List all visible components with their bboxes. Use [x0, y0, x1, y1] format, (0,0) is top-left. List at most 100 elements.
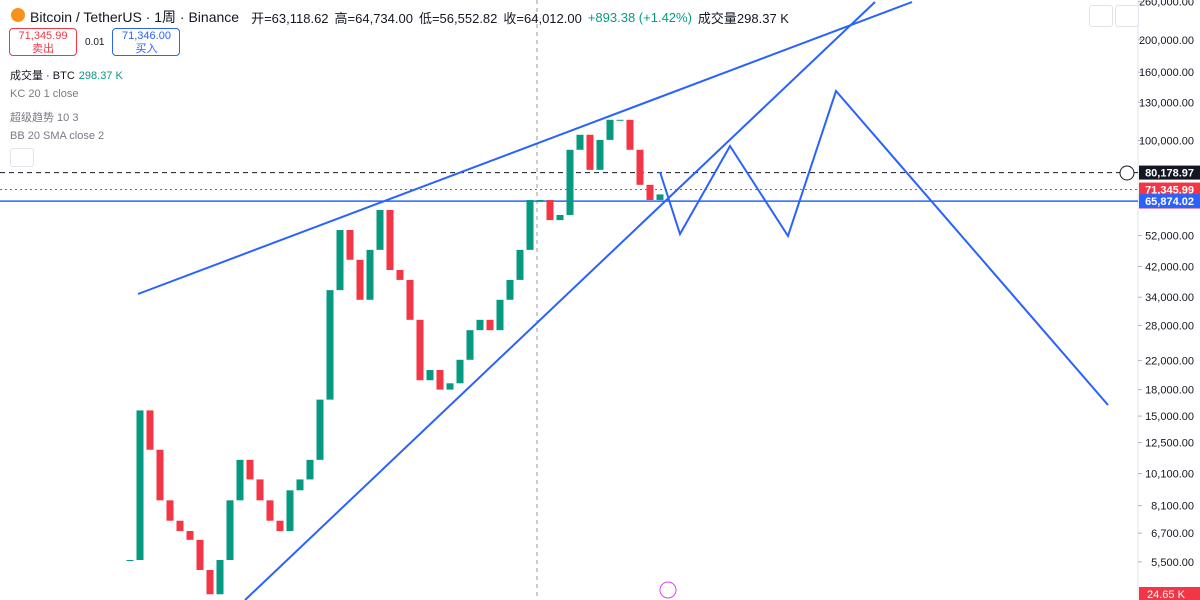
candle	[426, 370, 434, 381]
add-button[interactable]	[1119, 165, 1135, 181]
buy-label: 买入	[135, 43, 158, 55]
indicator[interactable]: 成交量 · BTC 298.37 K	[10, 67, 123, 83]
candle	[466, 330, 474, 360]
buy-button[interactable]: 71,346.00 买入	[112, 28, 181, 56]
candle	[496, 299, 504, 331]
y-tick-label: 10,100.00	[1145, 469, 1194, 481]
drawings	[137, 1, 1109, 600]
candle	[226, 500, 234, 561]
sell-price: 71,345.99	[18, 30, 68, 42]
high: 高=64,734.00	[334, 10, 413, 26]
candle	[416, 319, 424, 381]
lightning-icon[interactable]	[659, 581, 677, 599]
candle	[166, 500, 174, 521]
candle	[346, 230, 354, 260]
candle	[406, 279, 414, 320]
y-tick-label: 15,000.00	[1145, 411, 1194, 423]
indicator[interactable]: BB 20 SMA close 2	[10, 130, 104, 142]
candle	[476, 319, 484, 331]
candle	[136, 410, 144, 561]
candle	[436, 370, 444, 390]
price-tag-label: 65,874.02	[1145, 196, 1194, 208]
y-tick-label: 100,000.00	[1139, 135, 1194, 147]
low: 低=56,552.82	[418, 10, 498, 26]
y-tick-label: 5,500.00	[1151, 557, 1194, 569]
candle	[516, 249, 524, 280]
volume-tag-label: 24.65 K	[1147, 589, 1186, 600]
candle	[656, 194, 664, 200]
spread: 0.01	[85, 36, 105, 48]
price-tag	[1139, 194, 1200, 209]
candle	[156, 449, 164, 501]
y-tick-label: 160,000.00	[1139, 67, 1194, 79]
candle	[616, 119, 624, 121]
candle	[366, 249, 374, 300]
candle	[286, 490, 294, 532]
candle	[276, 520, 284, 532]
price-tag-label: 80,178.97	[1145, 168, 1194, 180]
y-tick-label: 28,000.00	[1145, 320, 1194, 332]
indicator-name: BB 20 SMA close 2	[10, 130, 105, 142]
indicator[interactable]: 超级趋势 10 3	[10, 109, 78, 125]
volume: 成交量298.37 K	[697, 10, 789, 26]
candle	[606, 119, 614, 140]
download-button[interactable]	[1089, 5, 1113, 27]
open: 开=63,118.62	[251, 10, 329, 26]
y-tick-label: 42,000.00	[1145, 262, 1194, 274]
y-tick-label: 52,000.00	[1145, 230, 1194, 242]
y-tick-label: 260,000.00	[1139, 0, 1194, 9]
change: +893.38 (+1.42%)	[587, 9, 692, 25]
candle	[186, 531, 194, 540]
candle	[456, 359, 464, 384]
candle	[556, 214, 564, 221]
candle	[266, 500, 274, 521]
indicator-value: 298.37 K	[78, 70, 123, 82]
indicator[interactable]: KC 20 1 close	[10, 88, 78, 100]
candle	[536, 199, 544, 201]
y-tick-label: 18,000.00	[1145, 385, 1194, 397]
volume-tag	[1139, 587, 1200, 600]
candle	[566, 149, 574, 215]
candle	[646, 184, 654, 200]
candle	[146, 410, 154, 450]
candle	[296, 479, 304, 491]
candle	[306, 459, 314, 480]
y-tick-label: 22,000.00	[1145, 355, 1194, 367]
coin-icon	[11, 8, 25, 22]
candle	[246, 459, 254, 480]
price-tag-label: 71,345.99	[1145, 185, 1194, 197]
candle	[636, 149, 644, 185]
candle	[356, 259, 364, 300]
y-tick-label: 12,500.00	[1145, 438, 1194, 450]
candle	[626, 119, 634, 150]
y-tick-label: 34,000.00	[1145, 292, 1194, 304]
candle	[396, 270, 404, 280]
header: Bitcoin / TetherUS · 1周 · Binance 开=63,1…	[30, 7, 789, 27]
trend-line	[244, 1, 876, 600]
trend-line	[137, 1, 913, 295]
candle	[336, 230, 344, 291]
candle	[236, 459, 244, 501]
candle	[216, 560, 224, 595]
candle	[196, 539, 204, 571]
projection	[659, 89, 1109, 406]
candle	[526, 199, 534, 250]
candle	[446, 383, 454, 390]
y-tick-label: 130,000.00	[1139, 97, 1194, 109]
candle	[486, 319, 494, 331]
close: 收=64,012.00	[503, 10, 582, 26]
candle	[376, 209, 384, 250]
indicator-name: 超级趋势 10 3	[10, 112, 79, 124]
candle	[506, 279, 514, 300]
candle	[206, 570, 214, 595]
candle	[176, 520, 184, 532]
indicator-name: KC 20 1 close	[10, 88, 79, 100]
candle	[256, 479, 264, 501]
sell-button[interactable]: 71,345.99 卖出	[9, 28, 77, 56]
symbol[interactable]: Bitcoin / TetherUS · 1周 · Binance	[30, 9, 240, 25]
indicator-name: 成交量 · BTC	[10, 70, 75, 82]
fullscreen-button[interactable]	[1115, 5, 1139, 27]
collapse-button[interactable]	[10, 148, 34, 167]
